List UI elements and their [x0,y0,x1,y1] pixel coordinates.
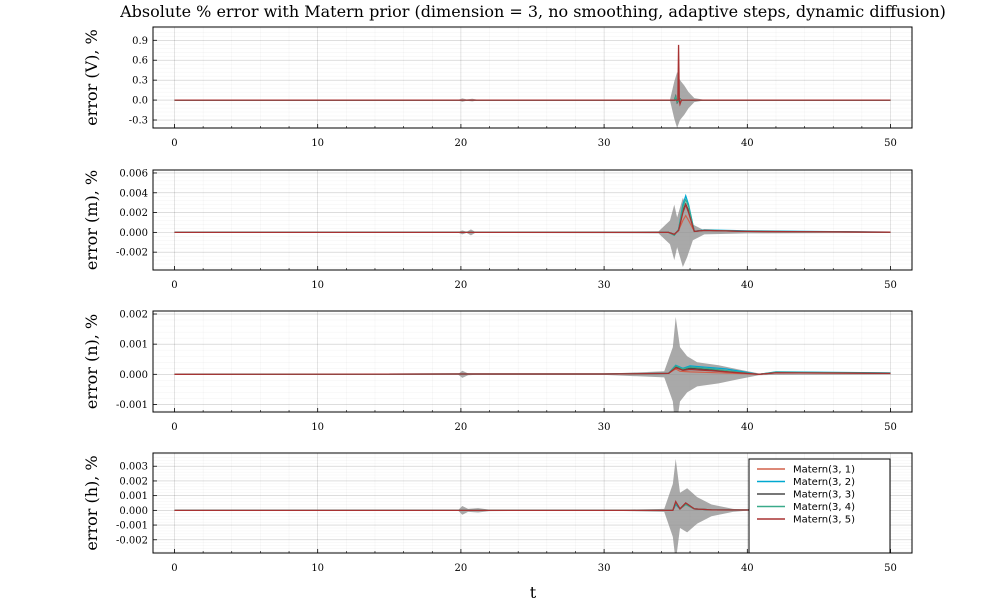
x-tick-label: 20 [455,563,468,574]
x-tick-label: 0 [171,138,177,149]
y-tick-label: 0.6 [132,56,148,67]
plot-frame [152,452,913,554]
legend-entry: Matern(3, 3) [793,490,855,501]
x-tick-label: 30 [598,280,611,291]
series-line-matern-3-5 [174,202,891,236]
y-tick-label: -0.002 [116,535,148,546]
y-tick-label: 0.000 [119,228,148,239]
x-tick-label: 30 [598,563,611,574]
y-tick-label: 0.003 [119,462,148,473]
series-line-matern-3-5 [174,44,891,107]
y-tick-label: 0.001 [119,491,148,502]
y-tick-label: 0.0 [132,96,148,107]
legend-entry: Matern(3, 1) [793,465,855,476]
y-tick-label: 0.9 [132,36,148,47]
x-tick-label: 50 [884,563,897,574]
panel-3: 0 10 20 30 40 50 -0.001 0.000 0.001 0.002 error (n… [82,310,913,433]
panel-2: 0 10 20 30 40 50 -0.002 0.000 0.002 0.004 0.006 err… [82,168,913,291]
y-tick-label: 0.002 [119,208,148,219]
y-tick-label: 0.002 [119,310,148,321]
x-tick-label: 10 [311,138,324,149]
y-axis-label: error (m), % [82,170,101,270]
legend-entry: Matern(3, 5) [793,515,855,526]
x-tick-label: 40 [741,422,754,433]
x-axis-label: t [530,583,537,600]
x-tick-label: 20 [455,138,468,149]
series-line-matern-3-2 [174,193,891,237]
x-tick-label: 20 [455,422,468,433]
series-line-matern-3-4 [174,94,891,104]
x-tick-label: 10 [311,563,324,574]
y-tick-label: -0.001 [116,521,148,532]
series-line-matern-3-3 [174,202,891,236]
x-tick-label: 40 [741,563,754,574]
y-tick-label: -0.002 [116,248,148,259]
y-tick-label: 0.3 [132,76,148,87]
y-tick-label: 0.001 [119,340,148,351]
legend: Matern(3, 1)Matern(3, 2)Matern(3, 3)Mate… [748,458,891,554]
x-tick-label: 50 [884,422,897,433]
x-tick-label: 40 [741,280,754,291]
x-tick-label: 50 [884,138,897,149]
x-tick-label: 40 [741,138,754,149]
y-tick-label: -0.3 [129,116,148,127]
x-tick-label: 0 [171,280,177,291]
series-line-matern-3-3 [174,93,891,105]
y-axis-label: error (V), % [82,29,101,126]
series-line-matern-3-5 [174,499,891,511]
x-tick-label: 50 [884,280,897,291]
plot-frame [152,310,913,413]
plot-frame [152,26,913,129]
y-tick-label: 0.000 [119,506,148,517]
series-line-matern-3-1 [174,94,891,104]
y-tick-label: 0.002 [119,476,148,487]
panel-1: 0 10 20 30 40 50 -0.3 0.0 0.3 0.6 0.9 error (V), % [82,26,913,149]
y-tick-label: 0.000 [119,370,148,381]
series-line-matern-3-5 [174,366,891,375]
series-line-matern-3-2 [174,95,891,103]
x-tick-label: 30 [598,422,611,433]
y-axis-label: error (h), % [82,455,101,550]
y-axis-label: error (n), % [82,314,101,409]
x-tick-label: 20 [455,280,468,291]
x-tick-label: 10 [311,280,324,291]
x-tick-label: 0 [171,422,177,433]
legend-entry: Matern(3, 2) [793,477,855,488]
y-tick-label: 0.004 [119,188,148,199]
chart-title: Absolute % error with Matern prior (dime… [119,2,946,21]
legend-entry: Matern(3, 4) [793,502,855,513]
plot-frame [152,169,913,271]
x-tick-label: 10 [311,422,324,433]
series-line-matern-3-4 [174,198,891,237]
x-tick-label: 0 [171,563,177,574]
x-tick-label: 30 [598,138,611,149]
y-tick-label: 0.006 [119,168,148,179]
y-tick-label: -0.001 [116,400,148,411]
